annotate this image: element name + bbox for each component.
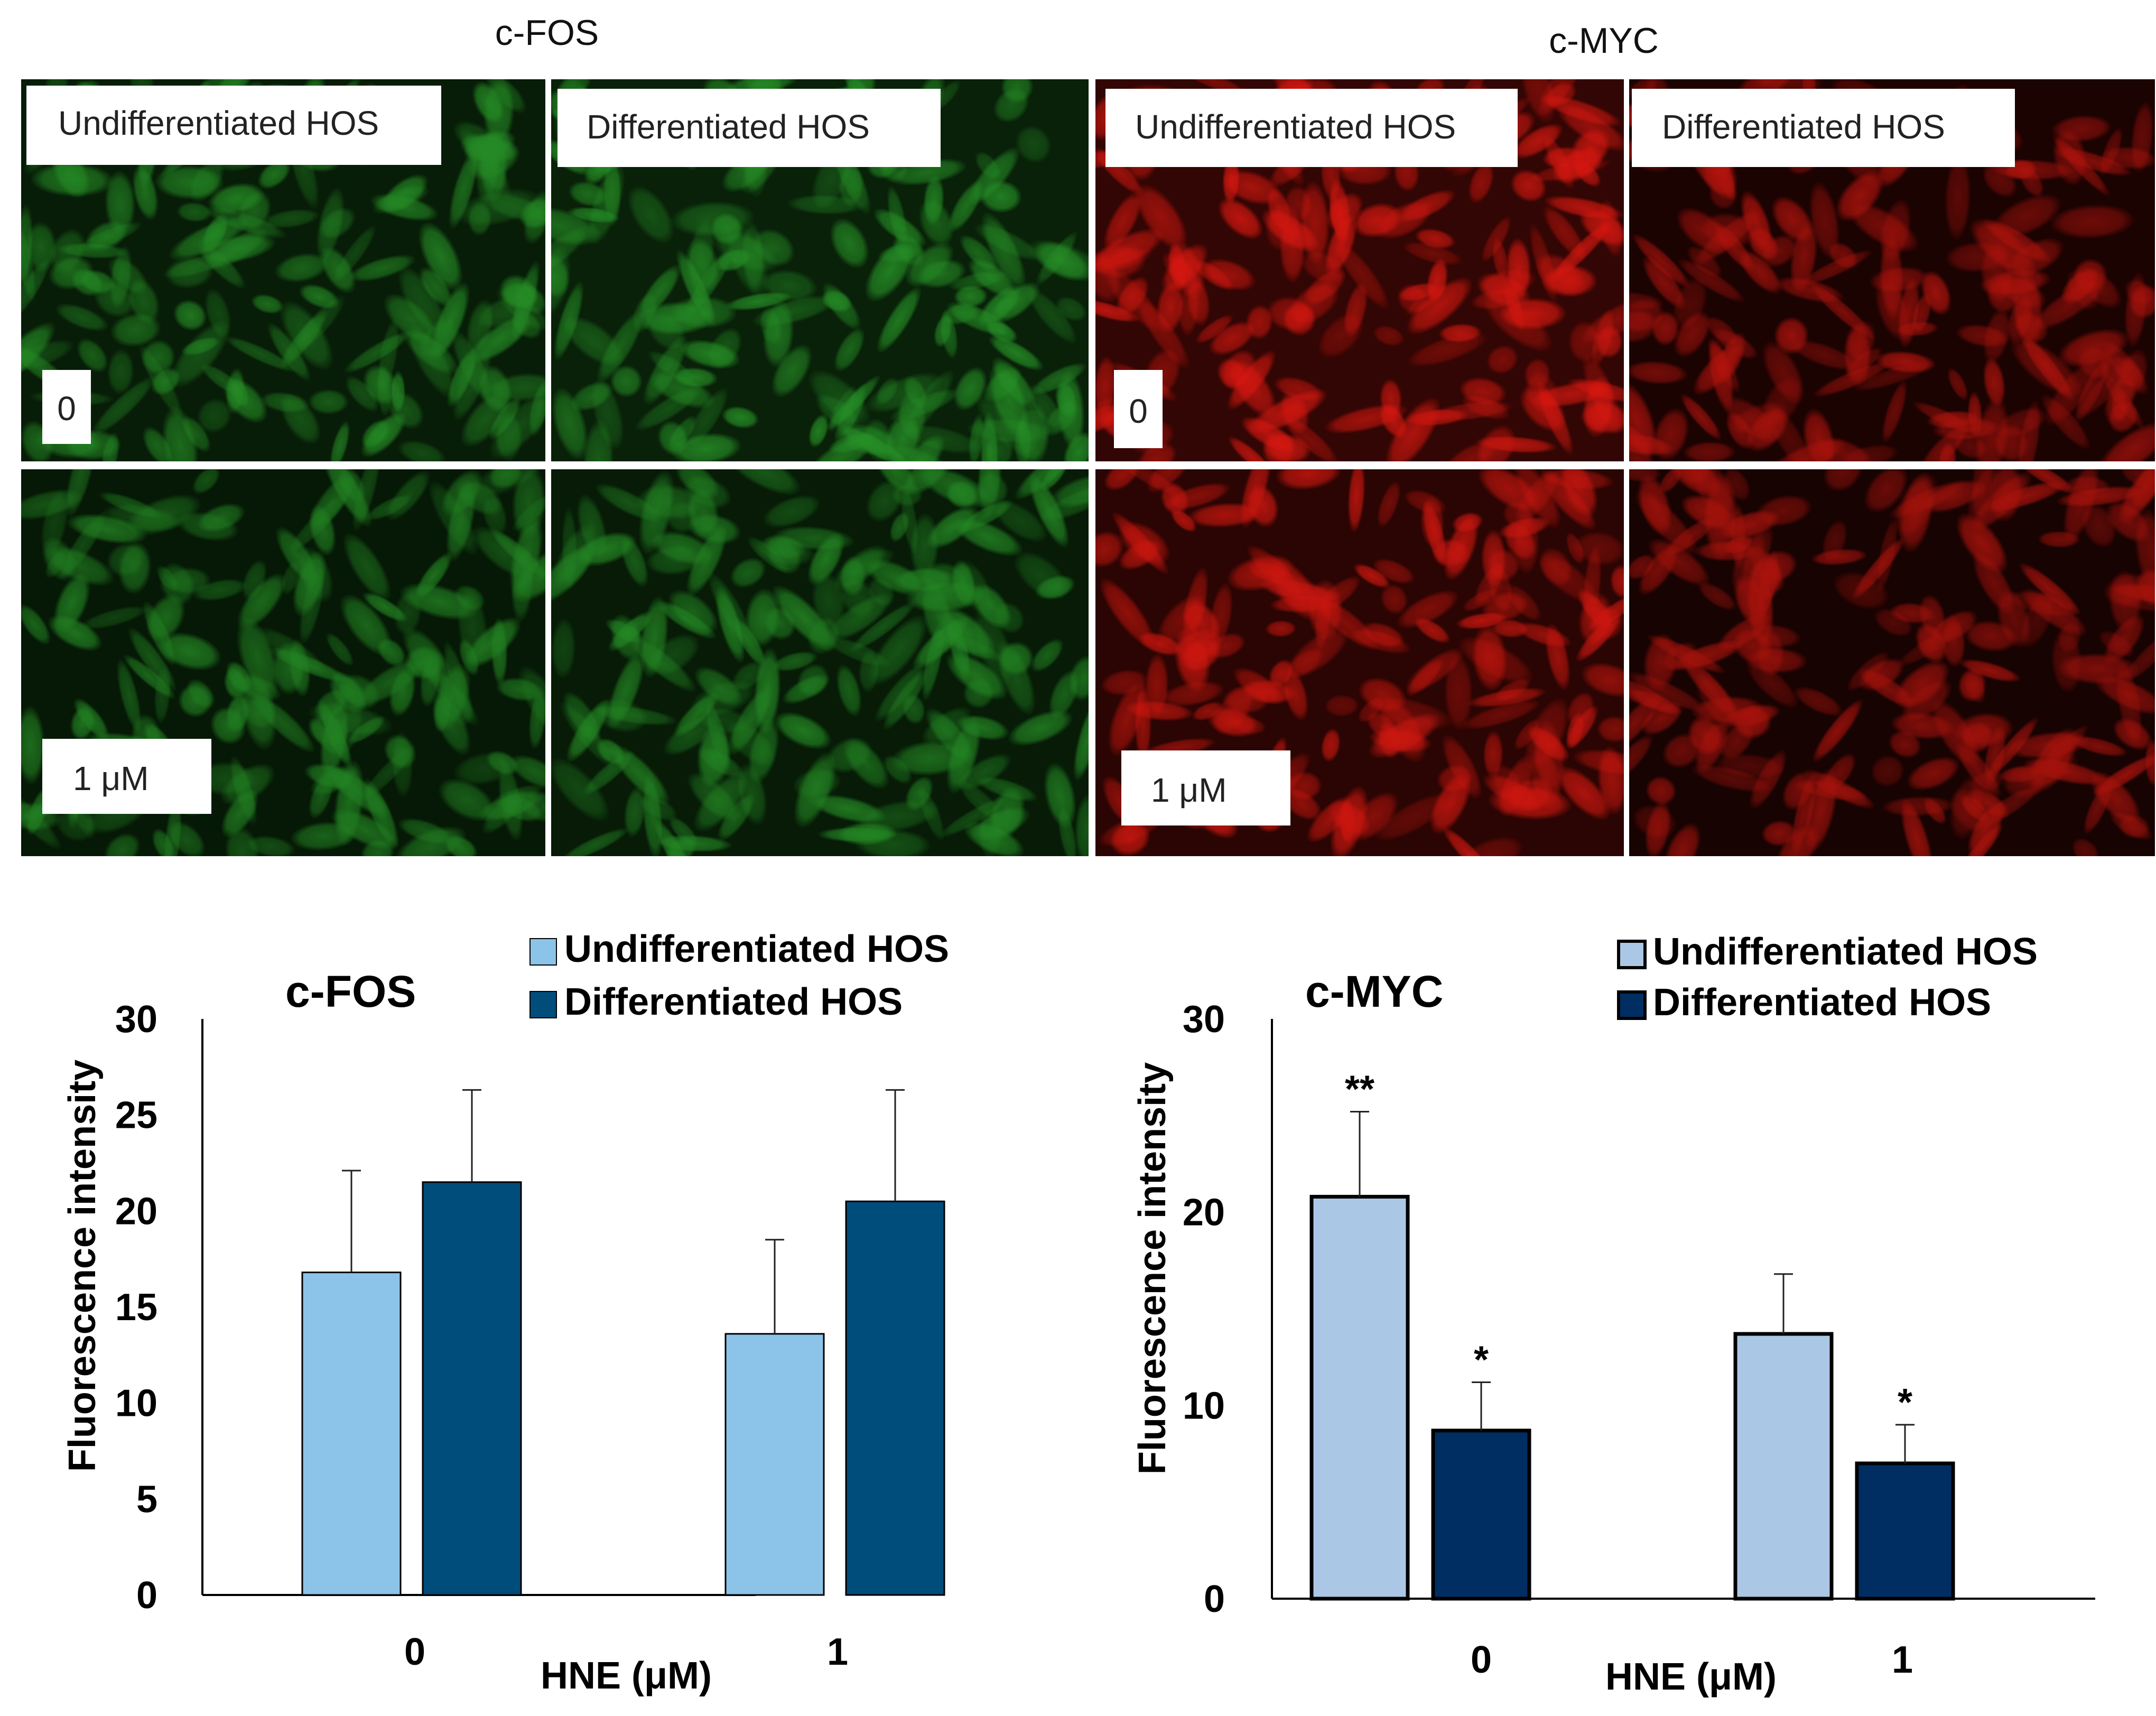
- y-tick-label: 0: [136, 1574, 157, 1617]
- x-axis-label: HNE (μM): [541, 1655, 712, 1697]
- cfos-bar-chart: c-FOS Fluorescence intensity HNE (μM) 0 5…: [61, 928, 949, 1697]
- cmyc-row-label-0: 0: [1129, 392, 1148, 430]
- legend-label: Undifferentiated HOS: [564, 928, 949, 970]
- y-tick-label: 10: [115, 1383, 157, 1425]
- y-tick-label: 10: [1183, 1385, 1225, 1427]
- y-tick-label: 25: [115, 1094, 157, 1137]
- x-axis-label: HNE (μM): [1605, 1656, 1777, 1698]
- significance-marker: *: [1474, 1339, 1489, 1381]
- chart-title: c-FOS: [285, 967, 416, 1016]
- legend-label: Undifferentiated HOS: [1653, 931, 2038, 973]
- x-tick-label: 1: [827, 1631, 848, 1673]
- legend-swatch: [529, 991, 557, 1018]
- legend-swatch: [1617, 940, 1647, 969]
- cmyc-row-label-1: 1 μM: [1151, 771, 1227, 809]
- label-box: [1105, 89, 1518, 167]
- cmyc-bar-chart: c-MYC Fluorescence intensity HNE (μM) 0 1…: [1131, 931, 2095, 1698]
- x-tick-label: 0: [1471, 1639, 1492, 1681]
- x-tick-label: 0: [404, 1631, 425, 1673]
- legend-label: Differentiated HOS: [1653, 981, 1991, 1024]
- cfos-micrograph-title: c-FOS: [495, 13, 599, 53]
- y-tick-label: 30: [115, 998, 157, 1041]
- bar: [845, 1200, 945, 1596]
- legend-swatch: [529, 938, 557, 966]
- bar: [301, 1272, 402, 1596]
- cfos-row-label-0: 0: [57, 389, 76, 428]
- bar: [1855, 1461, 1955, 1601]
- y-tick-label: 20: [1183, 1192, 1225, 1234]
- y-tick-label: 0: [1204, 1578, 1225, 1620]
- cfos-row-label-1: 1 μM: [73, 759, 149, 797]
- cfos-col-label-diff: Differentiated HOS: [587, 108, 870, 146]
- label-box: [557, 89, 941, 167]
- label-box: [1114, 370, 1163, 448]
- x-tick-label: 1: [1892, 1639, 1913, 1681]
- y-tick-label: 30: [1183, 998, 1225, 1041]
- micrograph-panels: [21, 79, 2155, 856]
- micrograph-panel: [551, 469, 1089, 856]
- bar: [1733, 1332, 1834, 1601]
- y-axis-label: Fluorescence intensity: [61, 1060, 104, 1472]
- micrograph-panel: [1629, 469, 2155, 856]
- micrograph-section: c-FOS c-MYC Undifferentiated HOS Differe…: [21, 13, 2155, 856]
- y-axis-label: Fluorescence intensity: [1131, 1062, 1174, 1474]
- label-box: [42, 739, 211, 814]
- bar: [1309, 1194, 1410, 1601]
- cmyc-col-label-diff: Differentiated HOS: [1662, 108, 1945, 146]
- bar: [422, 1181, 522, 1596]
- label-box: [26, 86, 441, 165]
- legend-swatch: [1617, 990, 1647, 1020]
- micrograph-panel: [1095, 469, 1624, 856]
- significance-marker: **: [1345, 1069, 1374, 1111]
- label-box: [42, 370, 91, 444]
- label-box: [1121, 750, 1290, 825]
- cfos-col-label-undiff: Undifferentiated HOS: [58, 104, 379, 142]
- significance-marker: *: [1898, 1381, 1912, 1424]
- legend-label: Differentiated HOS: [564, 981, 903, 1023]
- label-box: [1632, 89, 2015, 167]
- bar: [724, 1333, 825, 1596]
- bar: [1431, 1429, 1531, 1601]
- y-tick-label: 20: [115, 1190, 157, 1232]
- cmyc-micrograph-title: c-MYC: [1549, 21, 1659, 61]
- cmyc-col-label-undiff: Undifferentiated HOS: [1135, 108, 1456, 146]
- y-tick-label: 5: [136, 1478, 157, 1520]
- chart-title: c-MYC: [1305, 967, 1443, 1016]
- y-tick-label: 15: [115, 1286, 157, 1329]
